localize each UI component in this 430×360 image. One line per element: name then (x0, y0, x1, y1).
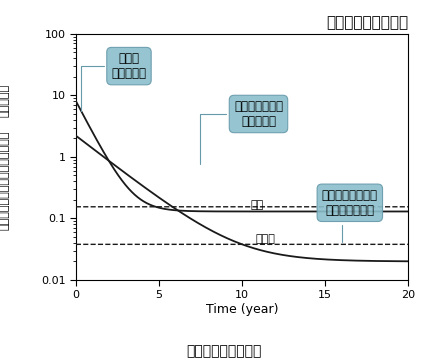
X-axis label: Time (year): Time (year) (206, 303, 278, 316)
Text: コナラ: コナラ (255, 234, 275, 244)
Text: コナラは吸収量が
排出量を上回る: コナラは吸収量が 排出量を上回る (322, 189, 378, 242)
Text: 森林内の循環が
定常状態に: 森林内の循環が 定常状態に (200, 100, 283, 164)
Text: 初期は
大きく排出: 初期は 大きく排出 (81, 52, 147, 111)
Text: 事故後の年数（年）: 事故後の年数（年） (186, 344, 261, 358)
Text: マツ: マツ (250, 200, 264, 210)
Text: コナラ・マツ混交林: コナラ・マツ混交林 (326, 15, 408, 30)
Text: 事故直後の: 事故直後の (0, 84, 9, 117)
Text: 総セシウム量に対する比率（％）: 総セシウム量に対する比率（％） (0, 130, 9, 230)
